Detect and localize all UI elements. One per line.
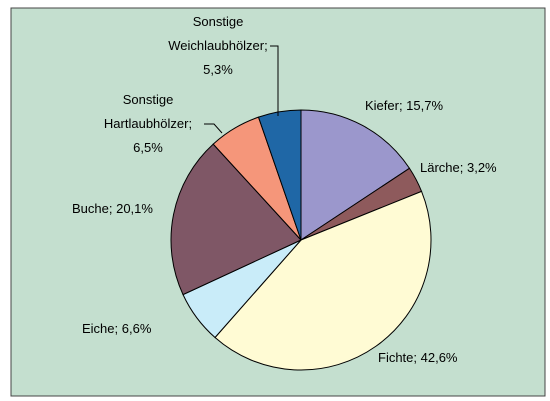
data-label: Lärche; 3,2% xyxy=(420,160,497,175)
data-label: Eiche; 6,6% xyxy=(82,321,152,336)
data-label-line: Buche; 20,1% xyxy=(72,201,153,216)
data-label-line: Fichte; 42,6% xyxy=(378,350,458,365)
data-label: Fichte; 42,6% xyxy=(378,350,458,365)
leader-line xyxy=(204,123,223,134)
data-label-line: Kiefer; 15,7% xyxy=(365,98,443,113)
data-label-line: 6,5% xyxy=(133,140,163,155)
data-label-line: 5,3% xyxy=(203,62,233,77)
data-label: Sonstige Hartlaubhölzer; 6,5% xyxy=(104,92,192,155)
pie-slice: Kiefer xyxy=(300,109,411,241)
data-label-line: Sonstige xyxy=(193,14,244,29)
data-label-line: Eiche; 6,6% xyxy=(82,321,152,336)
data-label: Sonstige Weichlaubhölzer; 5,3% xyxy=(168,14,267,77)
data-label-line: Hartlaubhölzer; xyxy=(104,116,192,131)
data-label: Buche; 20,1% xyxy=(72,201,153,216)
leader-line xyxy=(270,45,279,116)
data-label-line: Sonstige xyxy=(123,92,174,107)
pie-slice: Sonstige Weichlaubhölzer xyxy=(257,109,302,241)
data-label-line: Weichlaubhölzer; xyxy=(168,38,267,53)
pie-slice: Fichte xyxy=(214,190,432,371)
data-label-line: Lärche; 3,2% xyxy=(420,160,497,175)
pie-slice: Buche xyxy=(170,143,302,296)
data-label: Kiefer; 15,7% xyxy=(365,98,443,113)
